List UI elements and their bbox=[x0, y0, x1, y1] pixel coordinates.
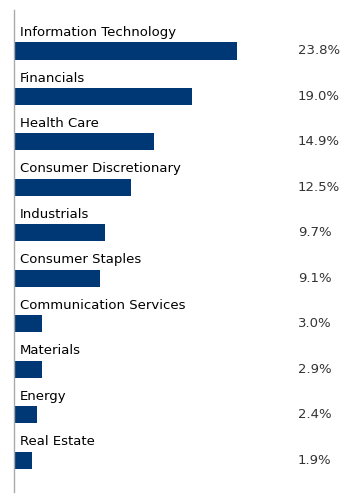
Text: Real Estate: Real Estate bbox=[20, 435, 95, 448]
Text: 2.9%: 2.9% bbox=[298, 363, 332, 376]
Text: Communication Services: Communication Services bbox=[20, 299, 185, 312]
Text: Consumer Discretionary: Consumer Discretionary bbox=[20, 163, 181, 175]
Bar bbox=[14, 133, 154, 151]
Text: 9.1%: 9.1% bbox=[298, 272, 332, 285]
Text: 2.4%: 2.4% bbox=[298, 408, 332, 421]
Bar bbox=[14, 452, 32, 469]
Text: 3.0%: 3.0% bbox=[298, 317, 332, 330]
Text: 19.0%: 19.0% bbox=[298, 90, 340, 103]
Text: Health Care: Health Care bbox=[20, 117, 99, 130]
Bar bbox=[14, 224, 105, 242]
Text: Industrials: Industrials bbox=[20, 208, 89, 221]
Bar bbox=[14, 42, 237, 60]
Text: Financials: Financials bbox=[20, 72, 85, 84]
Bar bbox=[14, 315, 42, 332]
Text: 12.5%: 12.5% bbox=[298, 181, 340, 194]
Text: 1.9%: 1.9% bbox=[298, 454, 332, 467]
Text: Information Technology: Information Technology bbox=[20, 26, 176, 39]
Text: 23.8%: 23.8% bbox=[298, 44, 340, 57]
Text: Materials: Materials bbox=[20, 344, 81, 357]
Text: 14.9%: 14.9% bbox=[298, 135, 340, 148]
Bar bbox=[14, 270, 100, 287]
Bar bbox=[14, 179, 131, 196]
Bar bbox=[14, 361, 41, 378]
Text: Consumer Staples: Consumer Staples bbox=[20, 253, 141, 266]
Text: 9.7%: 9.7% bbox=[298, 226, 332, 239]
Bar bbox=[14, 87, 192, 105]
Bar bbox=[14, 406, 37, 423]
Text: Energy: Energy bbox=[20, 390, 67, 403]
